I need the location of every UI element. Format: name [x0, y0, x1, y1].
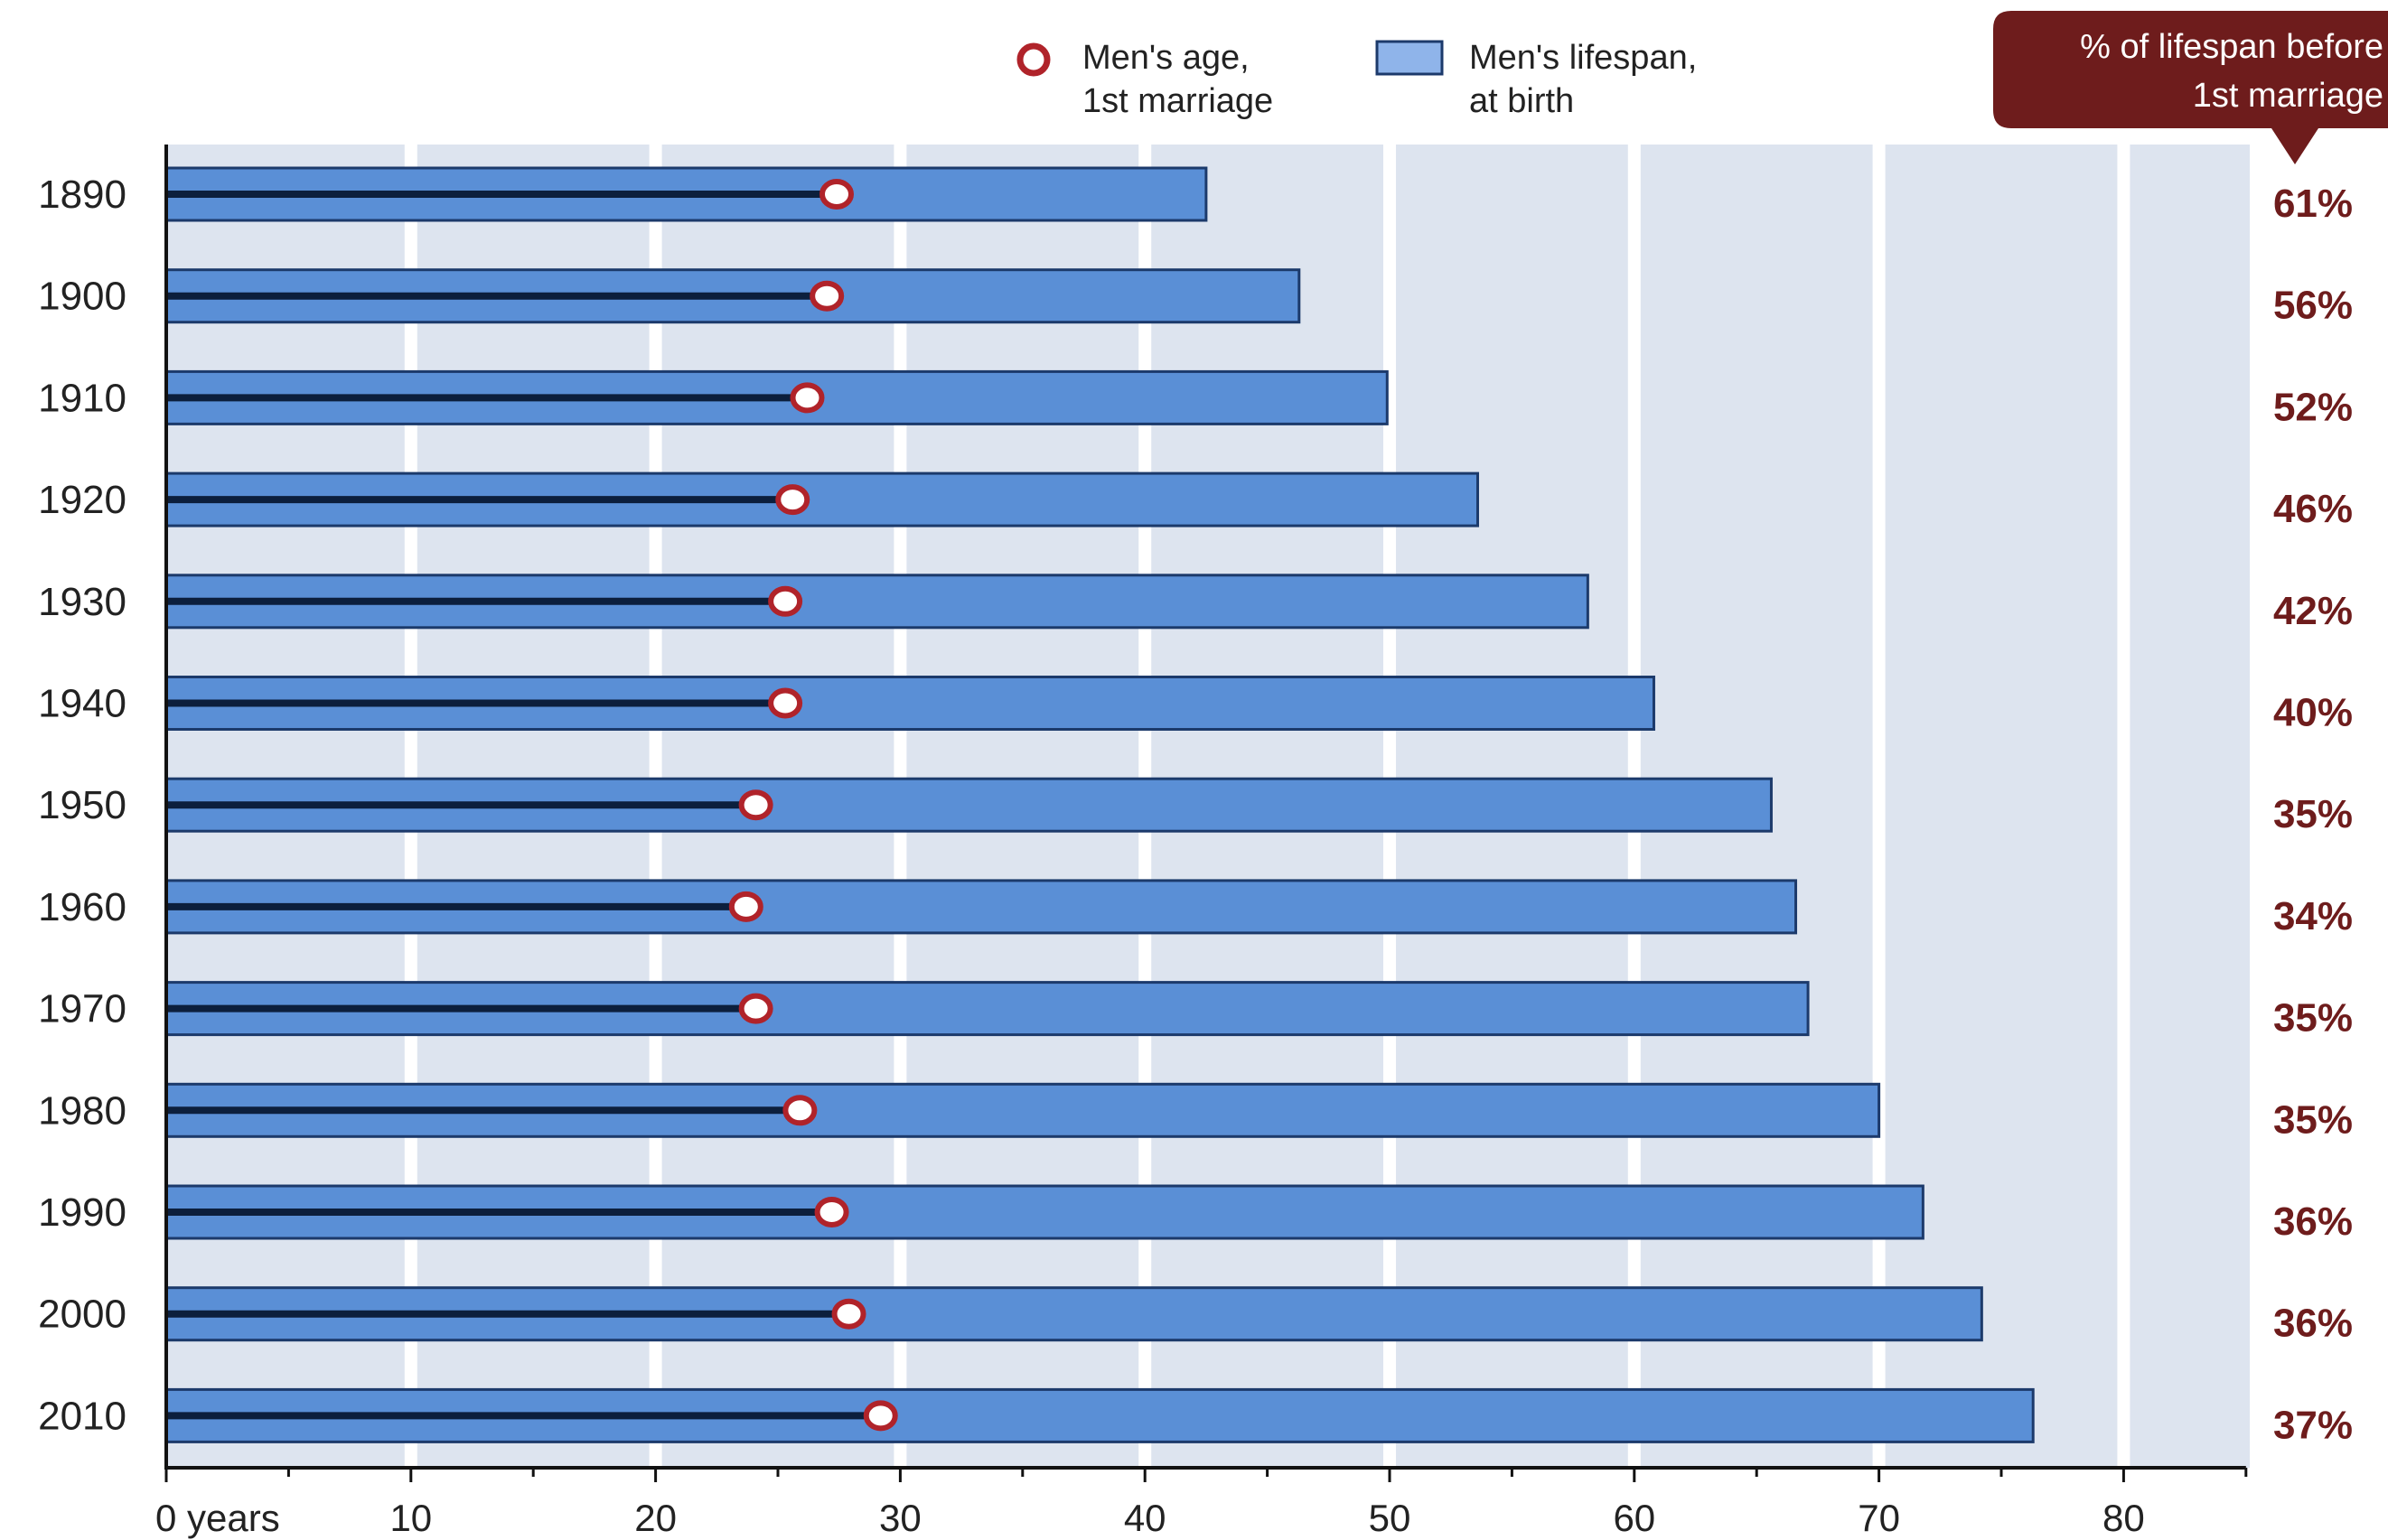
x-tick-label-60: 60 — [1613, 1497, 1655, 1539]
marriage-marker-2000 — [831, 1298, 866, 1330]
marriage-marker-1890 — [819, 179, 854, 210]
x-tick-label-10: 10 — [389, 1497, 432, 1539]
gridline-80 — [2117, 145, 2130, 1468]
legend-bar-label-line2: at birth — [1469, 82, 1574, 120]
marriage-marker-1960 — [728, 891, 763, 922]
year-label-2010: 2010 — [38, 1394, 126, 1438]
pct-callout: % of lifespan before 1st marriage — [1993, 11, 2388, 164]
lifespan-bar-1980 — [164, 1082, 1881, 1138]
legend-bar-label-line1: Men's lifespan, — [1469, 39, 1697, 77]
callout-line1: % of lifespan before — [2080, 28, 2383, 66]
year-label-1950: 1950 — [38, 783, 126, 827]
pct-label-1890: 61% — [2273, 182, 2353, 226]
marriage-marker-1920 — [775, 484, 810, 516]
year-label-1900: 1900 — [38, 275, 126, 319]
x-tick-label-70: 70 — [1858, 1497, 1900, 1539]
pct-label-1940: 40% — [2273, 691, 2353, 735]
legend-bar-swatch-icon — [1375, 40, 1444, 76]
axes — [164, 145, 2248, 1482]
marriage-marker-1980 — [782, 1095, 818, 1126]
pct-label-1960: 34% — [2273, 894, 2353, 938]
pct-label-2010: 37% — [2273, 1403, 2353, 1447]
x-tick-label-20: 20 — [634, 1497, 677, 1539]
pct-label-1900: 56% — [2273, 284, 2353, 328]
pct-label-1920: 46% — [2273, 487, 2353, 531]
marriage-lines — [166, 191, 881, 1420]
marriage-marker-1910 — [790, 382, 825, 414]
pct-label-1970: 35% — [2273, 996, 2353, 1041]
x-tick-label-80: 80 — [2102, 1497, 2145, 1539]
year-label-1910: 1910 — [38, 376, 126, 420]
lifespan-bar-1930 — [164, 574, 1589, 630]
year-label-1920: 1920 — [38, 478, 126, 522]
marriage-marker-1900 — [810, 280, 845, 312]
callout-box — [1993, 11, 2388, 164]
legend-marker-icon — [1016, 42, 1051, 77]
marriage-marker-1950 — [738, 789, 773, 821]
legend-marker-label-line2: 1st marriage — [1082, 82, 1273, 120]
marriage-marker-1940 — [768, 687, 803, 719]
year-label-1980: 1980 — [38, 1088, 126, 1133]
pct-labels: 61% 56% 52% 46% 42% 40% 35% 34% 35% 35% 36% 36% 37% — [2273, 182, 2353, 1447]
marriage-marker-1970 — [738, 993, 773, 1024]
year-label-1940: 1940 — [38, 682, 126, 726]
pct-label-1950: 35% — [2273, 792, 2353, 836]
year-label-1990: 1990 — [38, 1190, 126, 1235]
pct-label-1910: 52% — [2273, 385, 2353, 429]
marriage-marker-1930 — [768, 585, 803, 617]
x-tick-label-30: 30 — [879, 1497, 922, 1539]
year-label-2000: 2000 — [38, 1293, 126, 1337]
marriage-marker-2010 — [863, 1400, 898, 1432]
x-tick-label-50: 50 — [1369, 1497, 1411, 1539]
y-axis-labels: 1890 1900 1910 1920 1930 1940 1950 1960 1970 1980… — [38, 173, 126, 1438]
gridline-70 — [1872, 145, 1886, 1468]
year-label-1960: 1960 — [38, 885, 126, 929]
x-tick-label-40: 40 — [1124, 1497, 1166, 1539]
year-label-1890: 1890 — [38, 173, 126, 217]
callout-line2: 1st marriage — [2193, 77, 2383, 115]
pct-label-1980: 35% — [2273, 1097, 2353, 1142]
year-label-1970: 1970 — [38, 987, 126, 1031]
marriage-markers — [728, 179, 898, 1432]
pct-label-2000: 36% — [2273, 1302, 2353, 1346]
x-tick-label-0: 0 years — [155, 1497, 280, 1539]
marriage-marker-1990 — [814, 1197, 849, 1227]
legend-marker-label-line1: Men's age, — [1082, 39, 1250, 77]
x-axis-labels: 0 years 10 20 30 40 50 60 70 80 — [155, 1497, 2145, 1539]
pct-label-1930: 42% — [2273, 589, 2353, 633]
pct-label-1990: 36% — [2273, 1199, 2353, 1244]
legend: Men's age, 1st marriage Men's lifespan, … — [1016, 39, 1697, 120]
year-label-1930: 1930 — [38, 580, 126, 624]
